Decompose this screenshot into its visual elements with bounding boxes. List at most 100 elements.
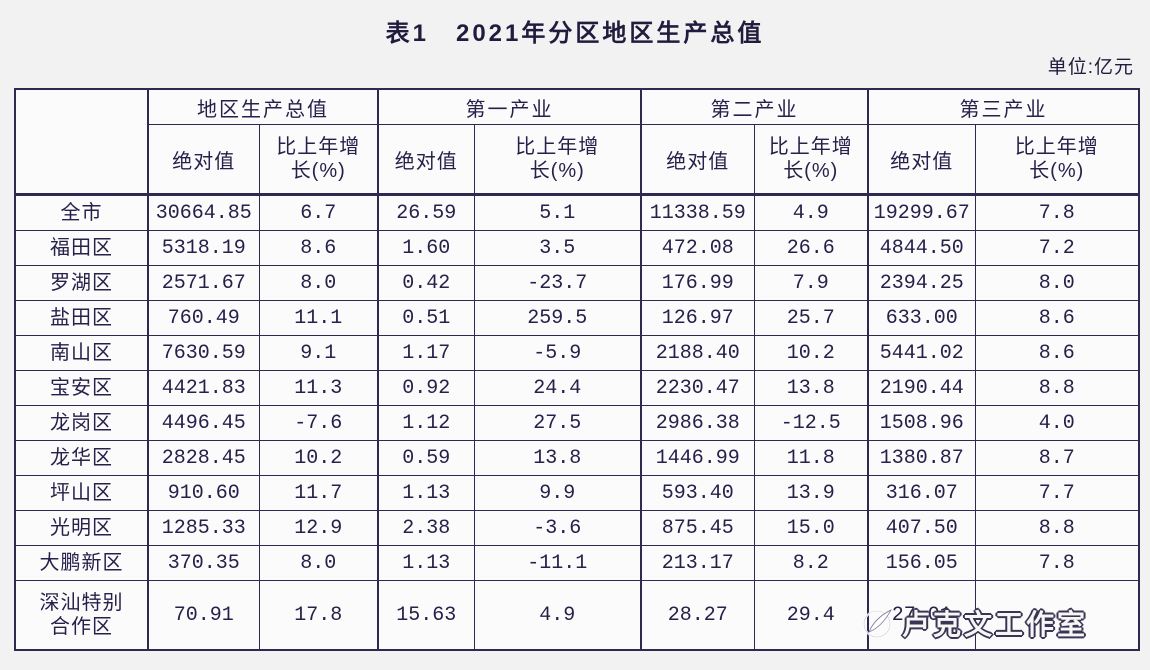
value-cell: 11.3 <box>258 370 379 406</box>
value-cell: 259.5 <box>473 300 642 336</box>
value-cell: 8.7 <box>974 440 1140 476</box>
value-cell: -7.6 <box>258 405 379 441</box>
value-cell: 2188.40 <box>640 335 755 371</box>
table-row: 光明区 1285.33 12.9 2.38 -3.6 875.45 15.0 407.50 8.… <box>14 510 1140 546</box>
value-cell: 4844.50 <box>867 230 976 266</box>
table-body: 全市 30664.85 6.7 26.59 5.1 11338.59 4.9 19299.67… <box>14 194 1140 651</box>
column-group-secondary-industry: 第二产业 <box>640 88 869 125</box>
value-cell: -11.1 <box>473 545 642 581</box>
value-cell: 156.05 <box>867 545 976 581</box>
region-cell: 深汕特别 合作区 <box>14 580 149 651</box>
corner-cell <box>14 88 149 195</box>
value-cell: 10.2 <box>258 440 379 476</box>
region-cell: 龙岗区 <box>14 405 149 441</box>
value-cell: 7630.59 <box>147 335 260 371</box>
value-cell: 5.1 <box>473 194 642 231</box>
value-cell: 213.17 <box>640 545 755 581</box>
value-cell: 3.5 <box>473 230 642 266</box>
region-cell: 光明区 <box>14 510 149 546</box>
value-cell: 8.0 <box>258 265 379 301</box>
table-row: 坪山区 910.60 11.7 1.13 9.9 593.40 13.9 316.07 7.7 <box>14 475 1140 511</box>
value-cell: 15.0 <box>753 510 869 546</box>
value-cell: 25.7 <box>753 300 869 336</box>
table-row: 大鹏新区 370.35 8.0 1.13 -11.1 213.17 8.2 156.05 7.8 <box>14 545 1140 581</box>
sub-header-row: 绝对值 比上年增 长(%) 绝对值 比上年增 长(%) 绝对值 比上年增 长(%… <box>15 124 1140 196</box>
value-cell: 11.8 <box>753 440 869 476</box>
value-cell: -12.5 <box>753 405 869 441</box>
value-cell: 126.97 <box>640 300 755 336</box>
value-cell: 11.1 <box>258 300 379 336</box>
value-cell: 5318.19 <box>147 230 260 266</box>
value-cell: 8.8 <box>974 370 1140 406</box>
value-cell: 8.6 <box>974 335 1140 371</box>
value-cell: 0.92 <box>377 370 475 406</box>
value-cell: 27.01 <box>867 580 976 651</box>
value-cell: 633.00 <box>867 300 976 336</box>
value-cell: 370.35 <box>147 545 260 581</box>
table-row: 龙华区 2828.45 10.2 0.59 13.8 1446.99 11.8 1380.87… <box>14 440 1140 476</box>
column-subheader-absolute: 绝对值 <box>867 124 976 196</box>
value-cell: 19299.67 <box>867 194 976 231</box>
value-cell: -23.7 <box>473 265 642 301</box>
column-subheader-growth: 比上年增 长(%) <box>753 124 869 196</box>
value-cell: 29.4 <box>753 580 869 651</box>
region-cell: 盐田区 <box>14 300 149 336</box>
region-cell: 罗湖区 <box>14 265 149 301</box>
column-group-primary-industry: 第一产业 <box>377 88 642 125</box>
value-cell: 407.50 <box>867 510 976 546</box>
value-cell: 4.0 <box>974 405 1140 441</box>
value-cell: 13.8 <box>473 440 642 476</box>
column-subheader-absolute: 绝对值 <box>640 124 755 196</box>
value-cell: 472.08 <box>640 230 755 266</box>
value-cell: 8.6 <box>974 300 1140 336</box>
value-cell: 26.59 <box>377 194 475 231</box>
table-row: 盐田区 760.49 11.1 0.51 259.5 126.97 25.7 633.00 8.… <box>14 300 1140 336</box>
value-cell: 12.9 <box>258 510 379 546</box>
table-row: 深汕特别 合作区 70.91 17.8 15.63 4.9 28.27 29.4 27.01 <box>14 580 1140 651</box>
value-cell: 8.6 <box>258 230 379 266</box>
value-cell: 0.51 <box>377 300 475 336</box>
value-cell: 760.49 <box>147 300 260 336</box>
value-cell: 2571.67 <box>147 265 260 301</box>
value-cell: 26.6 <box>753 230 869 266</box>
value-cell: 1.17 <box>377 335 475 371</box>
table-row: 南山区 7630.59 9.1 1.17 -5.9 2188.40 10.2 5441.02 8… <box>14 335 1140 371</box>
value-cell: 1.13 <box>377 545 475 581</box>
table-row: 宝安区 4421.83 11.3 0.92 24.4 2230.47 13.8 2190.44… <box>14 370 1140 406</box>
value-cell: 0.42 <box>377 265 475 301</box>
region-cell: 龙华区 <box>14 440 149 476</box>
value-cell: 2828.45 <box>147 440 260 476</box>
value-cell: 2.38 <box>377 510 475 546</box>
value-cell: 593.40 <box>640 475 755 511</box>
gdp-table: 地区生产总值 第一产业 第二产业 第三产业 绝对值 比上年增 长(%) 绝对值 … <box>14 88 1140 651</box>
value-cell: 8.8 <box>974 510 1140 546</box>
table-row: 福田区 5318.19 8.6 1.60 3.5 472.08 26.6 4844.50 7.2 <box>14 230 1140 266</box>
unit-label: 单位:亿元 <box>1047 57 1134 78</box>
value-cell: 0.59 <box>377 440 475 476</box>
region-cell: 全市 <box>14 194 149 231</box>
value-cell <box>974 580 1140 651</box>
value-cell: 28.27 <box>640 580 755 651</box>
column-group-gdp: 地区生产总值 <box>147 88 379 125</box>
region-cell: 福田区 <box>14 230 149 266</box>
value-cell: 1.12 <box>377 405 475 441</box>
value-cell: 7.2 <box>974 230 1140 266</box>
value-cell: 7.9 <box>753 265 869 301</box>
value-cell: 1508.96 <box>867 405 976 441</box>
value-cell: 11338.59 <box>640 194 755 231</box>
value-cell: 2190.44 <box>867 370 976 406</box>
value-cell: 13.8 <box>753 370 869 406</box>
value-cell: 875.45 <box>640 510 755 546</box>
value-cell: 24.4 <box>473 370 642 406</box>
value-cell: 27.5 <box>473 405 642 441</box>
column-subheader-absolute: 绝对值 <box>377 124 475 196</box>
value-cell: 4496.45 <box>147 405 260 441</box>
value-cell: 7.8 <box>974 194 1140 231</box>
value-cell: 4.9 <box>473 580 642 651</box>
value-cell: 4.9 <box>753 194 869 231</box>
value-cell: 15.63 <box>377 580 475 651</box>
value-cell: 1446.99 <box>640 440 755 476</box>
column-subheader-growth: 比上年增 长(%) <box>258 124 379 196</box>
region-cell: 南山区 <box>14 335 149 371</box>
column-subheader-growth: 比上年增 长(%) <box>974 124 1140 196</box>
